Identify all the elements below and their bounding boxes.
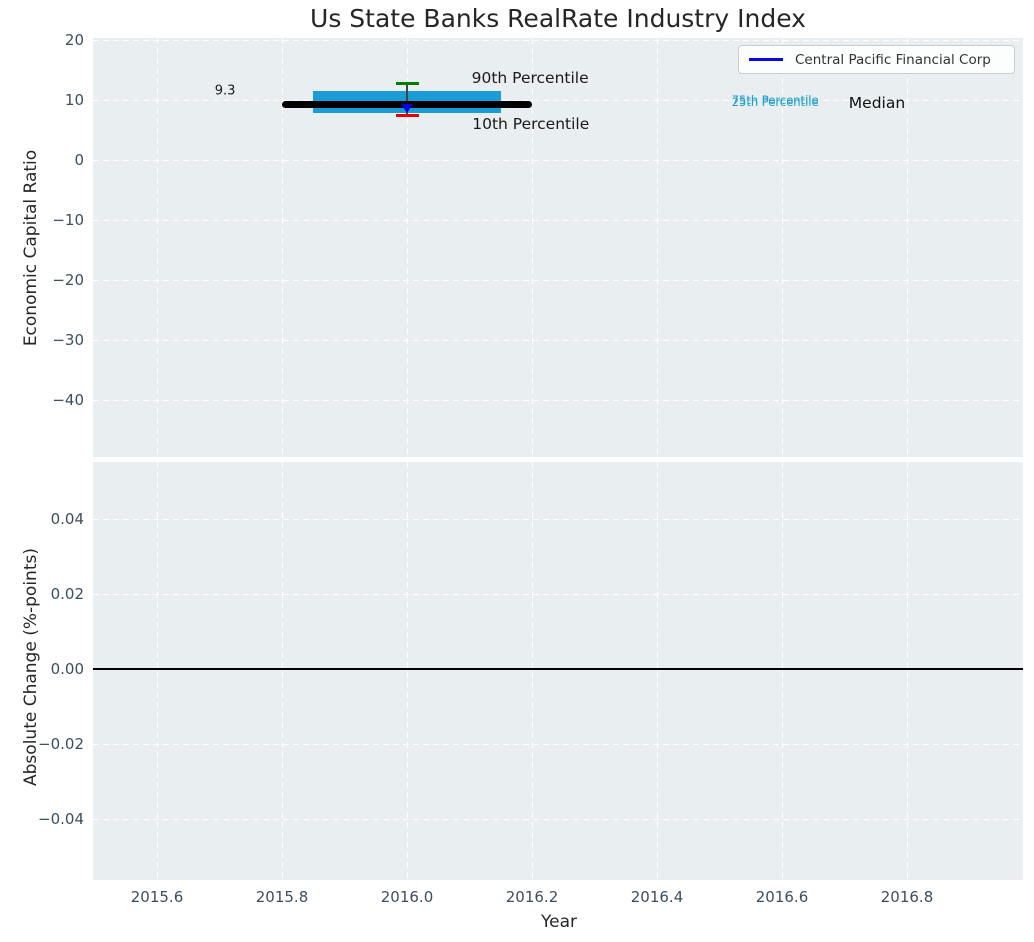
annotation: 25th Percentile (731, 94, 819, 109)
gridline-vertical (282, 38, 284, 457)
x-tick-label: 2015.8 (255, 888, 309, 906)
gridline-vertical (157, 38, 159, 457)
gridline-vertical (157, 462, 159, 880)
legend: Central Pacific Financial Corp (738, 45, 1015, 74)
annotation: 10th Percentile (472, 115, 590, 133)
company-marker-icon (401, 103, 413, 113)
top-axes: 9.3 90th Percentile 10th Percentile 75th Pe… (93, 38, 1023, 457)
gridline-horizontal (93, 744, 1023, 746)
gridline-horizontal (93, 519, 1023, 521)
gridline-horizontal (93, 400, 1023, 402)
annotation: 75th Percentile (731, 93, 819, 107)
legend-line-sample (749, 58, 783, 61)
top-y-tick-label: 0 (74, 151, 84, 169)
annotation: 90th Percentile (471, 68, 589, 87)
x-tick-label: 2016.6 (755, 888, 809, 906)
x-tick-label: 2016.8 (880, 888, 934, 906)
top-y-axis-label: Economic Capital Ratio (21, 149, 41, 347)
gridline-vertical (657, 38, 659, 457)
x-axis-label: Year (541, 912, 577, 932)
zero-line (93, 668, 1023, 670)
gridline-horizontal (93, 220, 1023, 222)
gridline-horizontal (93, 819, 1023, 821)
gridline-horizontal (93, 340, 1023, 342)
bottom-y-tick-label: −0.04 (38, 810, 84, 828)
x-tick-label: 2016.4 (630, 888, 684, 906)
chart-title: Us State Banks RealRate Industry Index (310, 4, 806, 33)
gridline-horizontal (93, 100, 1023, 102)
bottom-y-tick-label: −0.02 (38, 735, 84, 753)
gridline-vertical (532, 38, 534, 457)
top-y-tick-label: −30 (52, 331, 84, 349)
gridline-vertical (657, 462, 659, 880)
x-tick-label: 2015.6 (130, 888, 184, 906)
x-tick-label: 2016.2 (505, 888, 559, 906)
gridline-vertical (407, 38, 409, 457)
annotation: 9.3 (214, 83, 236, 99)
gridline-vertical (782, 462, 784, 880)
bottom-y-tick-label: 0.04 (50, 510, 84, 528)
gridline-horizontal (93, 160, 1023, 162)
top-y-tick-label: 20 (64, 31, 84, 49)
gridline-vertical (532, 462, 534, 880)
top-y-tick-label: −10 (52, 211, 84, 229)
bottom-axes (93, 462, 1023, 880)
p10-whisker-cap (395, 114, 419, 117)
gridline-horizontal (93, 594, 1023, 596)
bottom-y-tick-label: 0.00 (50, 660, 84, 678)
whisker-line (406, 83, 408, 115)
x-tick-label: 2016.0 (380, 888, 434, 906)
gridline-vertical (407, 462, 409, 880)
top-y-tick-label: −20 (52, 271, 84, 289)
gridline-horizontal (93, 40, 1023, 42)
gridline-vertical (907, 38, 909, 457)
annotation: Median (848, 94, 906, 112)
gridline-vertical (282, 462, 284, 880)
legend-label: Central Pacific Financial Corp (795, 51, 991, 68)
p90-whisker-cap (395, 82, 419, 86)
top-y-tick-label: 10 (64, 91, 84, 109)
bottom-y-tick-label: 0.02 (50, 585, 84, 603)
gridline-horizontal (93, 280, 1023, 282)
gridline-vertical (782, 38, 784, 457)
gridline-vertical (907, 462, 909, 880)
top-y-tick-label: −40 (52, 391, 84, 409)
